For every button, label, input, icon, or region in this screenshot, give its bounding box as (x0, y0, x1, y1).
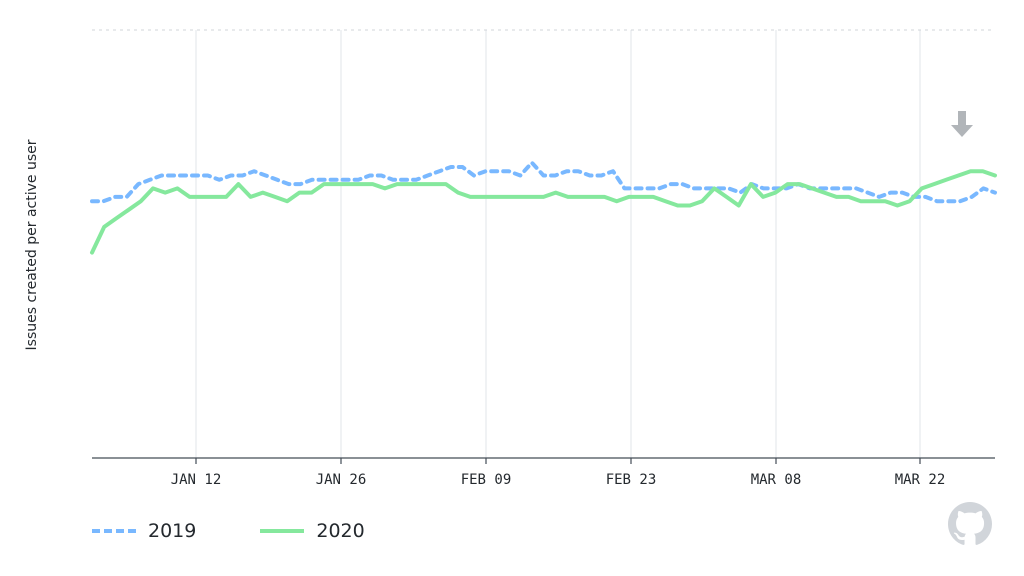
legend-swatch-2020 (260, 529, 305, 533)
legend: 2019 2020 (92, 518, 429, 544)
x-tick-label: MAR 22 (895, 472, 946, 488)
x-tick-label: MAR 08 (751, 472, 802, 488)
x-tick-label: FEB 09 (461, 472, 512, 488)
x-axis-ticks: JAN 12 JAN 26 FEB 09 FEB 23 MAR 08 MAR 22 (171, 458, 946, 488)
series-line-2019 (90, 160, 997, 204)
series-lines (90, 160, 997, 255)
y-axis-label: Issues created per active user (24, 139, 40, 350)
legend-swatch-2019 (92, 529, 136, 533)
x-tick-label: FEB 23 (606, 472, 657, 488)
gridlines (195, 30, 921, 458)
x-tick-label: JAN 12 (171, 472, 222, 488)
x-tick-label: JAN 26 (316, 472, 367, 488)
github-octocat-icon (948, 502, 992, 545)
series-line-2020 (90, 169, 997, 255)
legend-label-2019: 2019 (148, 520, 197, 542)
legend-item-2020: 2020 (260, 520, 365, 542)
legend-label-2020: 2020 (316, 520, 365, 542)
arrow-down-icon (951, 111, 973, 137)
legend-item-2019: 2019 (92, 520, 196, 542)
